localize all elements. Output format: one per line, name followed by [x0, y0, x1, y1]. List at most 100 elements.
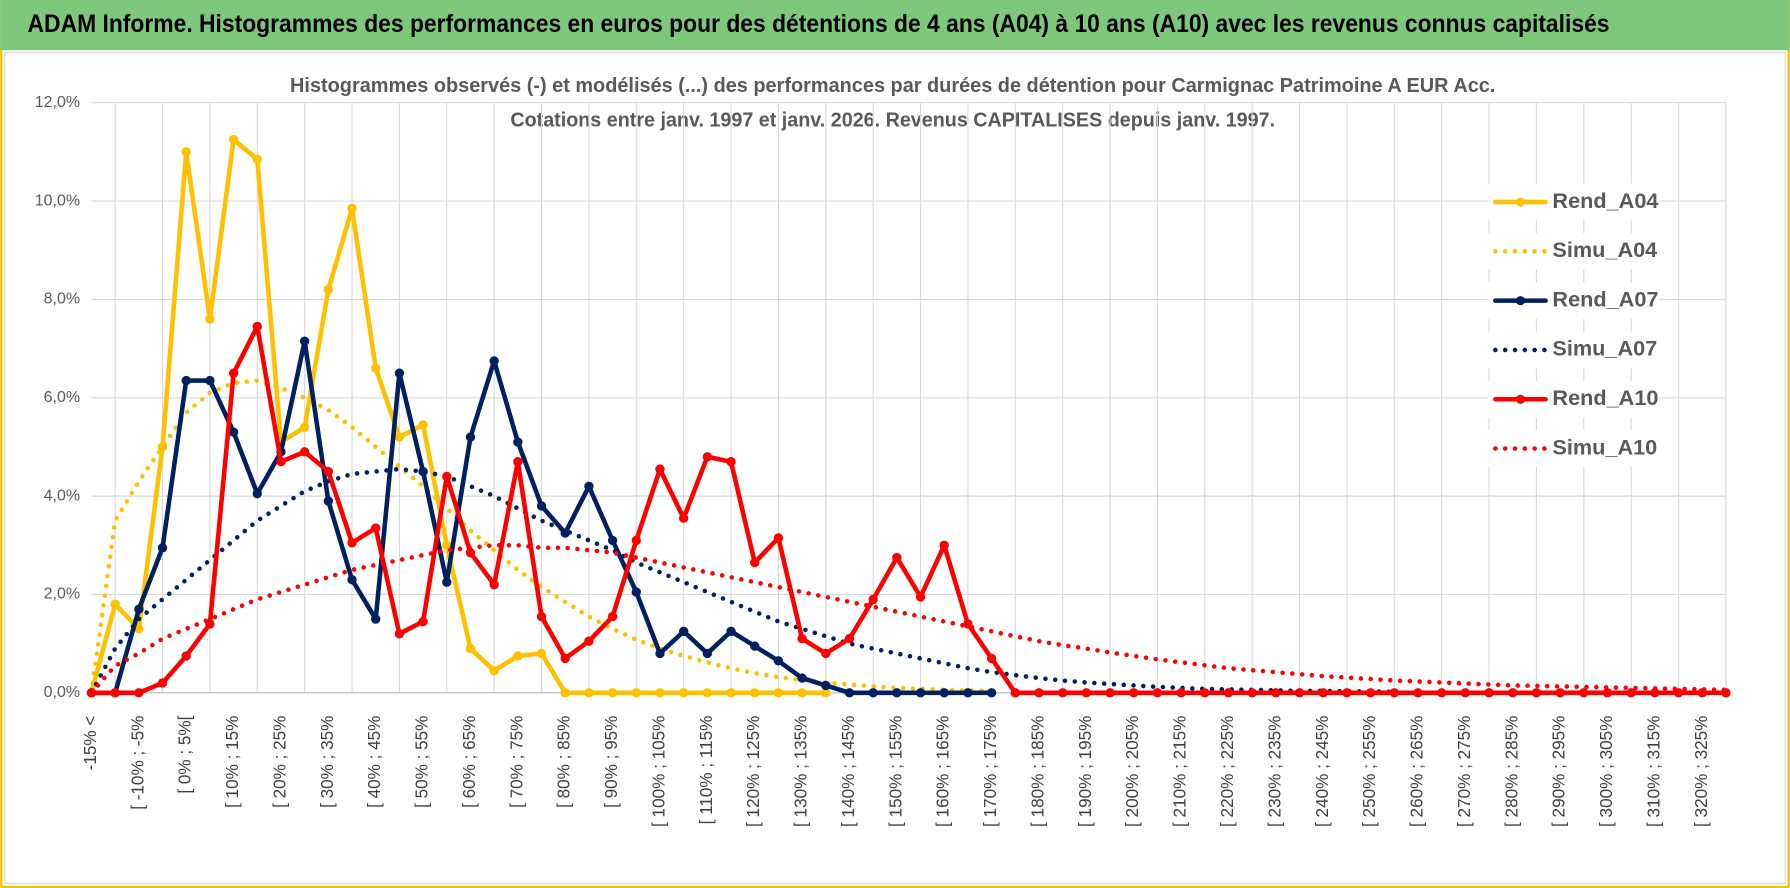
- series-marker: [134, 604, 144, 614]
- series-marker: [1010, 688, 1020, 698]
- series-marker: [655, 648, 665, 659]
- x-tick-label: [ 190% ; 195%: [1076, 716, 1095, 827]
- series-marker: [205, 619, 215, 629]
- series-marker: [631, 535, 641, 546]
- series-marker: [205, 314, 215, 324]
- series-marker: [1365, 688, 1376, 698]
- series-marker: [347, 575, 357, 585]
- series-marker: [726, 457, 736, 467]
- series-marker: [1271, 688, 1281, 698]
- series-marker: [299, 447, 310, 457]
- series-marker: [536, 611, 547, 622]
- series-marker: [868, 688, 878, 698]
- series-marker: [1152, 688, 1163, 698]
- chart-subtitle: Cotations entre janv. 1997 et janv. 2026…: [510, 108, 1275, 131]
- series-marker: [371, 363, 381, 373]
- x-tick-label: [ 0% ; 5%[: [176, 715, 195, 793]
- series-marker: [1294, 688, 1305, 698]
- series-marker: [371, 614, 381, 624]
- series-marker: [750, 557, 760, 568]
- series-marker: [489, 666, 499, 676]
- x-tick-label: [ 120% ; 125%: [744, 716, 763, 827]
- x-tick-label: [ 260% ; 265%: [1408, 716, 1427, 827]
- x-tick-label: [ 20% ; 25%: [270, 716, 289, 808]
- x-tick-label: [ 240% ; 245%: [1313, 716, 1332, 827]
- series-marker: [299, 422, 310, 432]
- series-marker: [750, 688, 760, 698]
- x-tick-label: [ 300% ; 305%: [1597, 716, 1616, 827]
- x-tick-label: [ 60% ; 65%: [460, 716, 479, 808]
- series-marker: [986, 688, 997, 698]
- series-marker: [1105, 688, 1115, 698]
- series-marker: [773, 688, 784, 698]
- x-tick-label: [ 50% ; 55%: [413, 716, 432, 808]
- legend-label: Simu_A07: [1552, 336, 1657, 361]
- series-marker: [228, 427, 239, 437]
- series-marker: [1673, 688, 1684, 698]
- series-marker: [797, 634, 807, 644]
- y-tick-label: 6,0%: [44, 389, 80, 406]
- series-marker: [986, 653, 997, 664]
- series-marker: [726, 688, 736, 698]
- x-tick-label: [ 150% ; 155%: [886, 716, 905, 827]
- series-line: [89, 543, 1729, 696]
- series-marker: [631, 688, 641, 698]
- series-marker: [1129, 688, 1139, 698]
- series-marker: [726, 626, 736, 637]
- x-tick-label: [ 230% ; 235%: [1265, 716, 1284, 827]
- series-marker: [1531, 688, 1542, 698]
- series-marker: [442, 471, 452, 482]
- series-marker: [418, 420, 428, 430]
- series-marker: [892, 552, 902, 563]
- series-marker: [536, 648, 547, 659]
- x-tick-label: [ 160% ; 165%: [934, 716, 953, 827]
- series-line: [89, 466, 1397, 696]
- series-marker: [134, 688, 144, 698]
- series-marker: [418, 616, 428, 627]
- chart-title: Histogrammes observés (-) et modélisés (…: [290, 74, 1495, 97]
- series-marker: [1223, 688, 1234, 698]
- series-marker: [1200, 688, 1210, 698]
- series-marker: [844, 634, 855, 644]
- series-marker: [347, 203, 357, 214]
- series-marker: [1318, 688, 1328, 698]
- legend-label: Rend_A07: [1552, 286, 1658, 311]
- series-marker: [607, 535, 618, 546]
- series-marker: [702, 452, 713, 462]
- x-tick-label: [ 220% ; 225%: [1218, 716, 1237, 827]
- x-tick-label: [ 40% ; 45%: [365, 716, 384, 808]
- series-marker: [797, 688, 807, 698]
- series-marker: [1057, 688, 1068, 698]
- x-tick-label: [ 270% ; 275%: [1455, 716, 1474, 827]
- legend-label: Simu_A10: [1552, 434, 1657, 459]
- series-marker: [1436, 688, 1447, 698]
- x-tick-label: [ 110% ; 115%: [697, 716, 716, 825]
- series-marker: [252, 321, 262, 332]
- x-tick-label: [ 10% ; 15%: [223, 716, 242, 808]
- series-marker: [465, 643, 476, 654]
- series-marker: [1484, 688, 1494, 698]
- chart-border: [4, 51, 1786, 885]
- legend-marker: [1515, 197, 1526, 207]
- series-line: [89, 324, 1729, 696]
- x-tick-label: [ 210% ; 215%: [1171, 716, 1190, 827]
- series-marker: [205, 375, 215, 386]
- x-tick-label: [ 100% ; 105%: [649, 716, 668, 827]
- header-bar: [0, 0, 1790, 51]
- series-marker: [678, 626, 689, 637]
- series-marker: [584, 688, 594, 698]
- series-marker: [110, 688, 120, 698]
- series-marker: [110, 599, 120, 609]
- series-marker: [584, 636, 594, 646]
- x-tick-label: [ 200% ; 205%: [1123, 716, 1142, 827]
- series-marker: [1602, 688, 1613, 698]
- legend-label: Simu_A04: [1552, 237, 1657, 262]
- series-marker: [560, 653, 570, 664]
- series-marker: [1176, 688, 1186, 698]
- y-tick-label: 0,0%: [44, 684, 80, 701]
- legend-marker: [1515, 296, 1526, 306]
- series-marker: [607, 611, 618, 622]
- x-tick-label: [ 290% ; 295%: [1550, 716, 1569, 827]
- series-marker: [513, 651, 523, 661]
- series-marker: [631, 587, 641, 597]
